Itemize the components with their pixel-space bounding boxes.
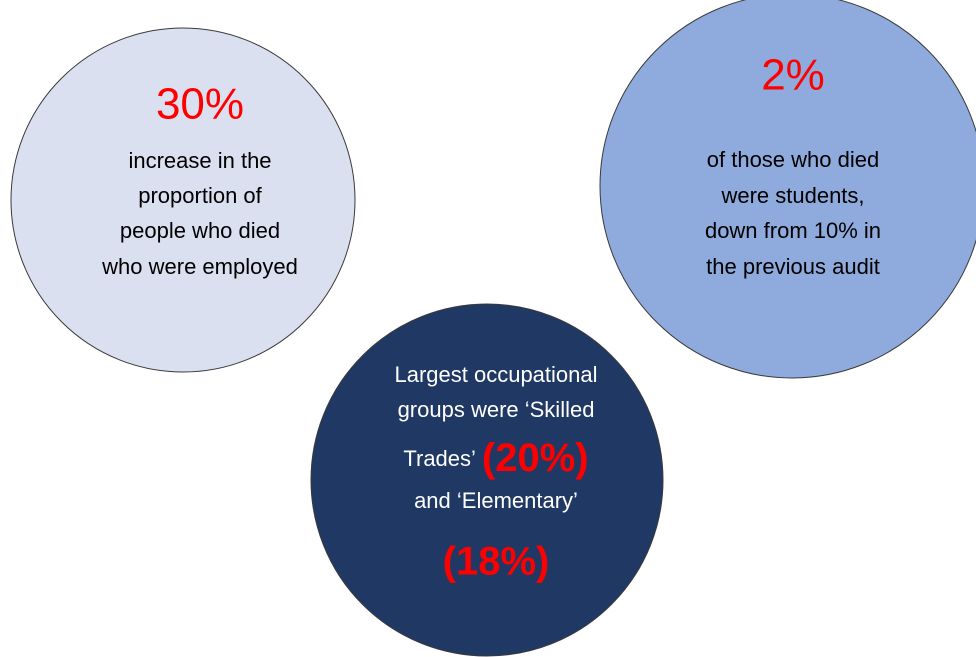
highlight: (20%): [482, 436, 589, 480]
text-line: Largest occupational: [394, 362, 597, 387]
text-line: groups were ‘Skilled: [398, 397, 595, 422]
text-line: who were employed: [101, 254, 298, 279]
headline: 2%: [761, 51, 825, 100]
text-line: Trades’ (20%): [403, 436, 588, 480]
text-line: and ‘Elementary’: [414, 488, 578, 513]
circle-students: [599, 0, 976, 379]
text-line: increase in the: [128, 148, 271, 173]
highlight: (18%): [443, 540, 550, 584]
text-line: people who died: [120, 218, 280, 243]
headline: 30%: [156, 80, 244, 129]
circle-occupations: [310, 303, 664, 657]
text-line: were students,: [720, 183, 864, 208]
text-segment: Trades’: [403, 446, 476, 471]
circle-employed: [10, 27, 356, 373]
text-line: proportion of: [138, 183, 262, 208]
text-line: the previous audit: [706, 254, 880, 279]
text-line: of those who died: [707, 147, 879, 172]
text-line: down from 10% in: [705, 218, 881, 243]
